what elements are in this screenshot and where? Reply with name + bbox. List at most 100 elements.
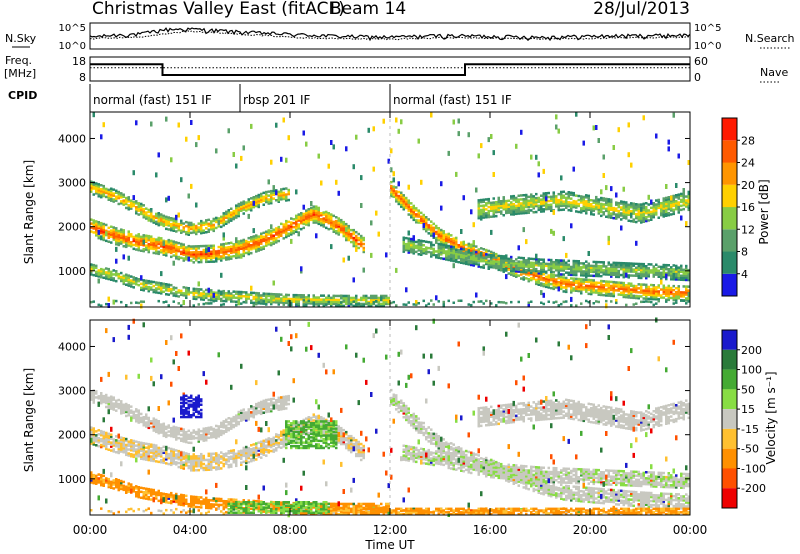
- heatmap-cell: [490, 256, 493, 259]
- heatmap-cell: [452, 237, 455, 240]
- heatmap-cell: [195, 142, 198, 148]
- heatmap-cell: [440, 247, 443, 250]
- heatmap-cell: [100, 188, 103, 191]
- heatmap-cell: [635, 216, 638, 220]
- heatmap-cell: [100, 429, 103, 433]
- heatmap-cell: [122, 441, 125, 444]
- heatmap-cell: [140, 457, 143, 460]
- heatmap-cell: [147, 495, 150, 499]
- heatmap-cell: [675, 183, 678, 188]
- heatmap-cell: [307, 218, 310, 221]
- heatmap-cell: [622, 214, 625, 218]
- heatmap-cell: [145, 452, 148, 455]
- heatmap-cell: [307, 296, 310, 299]
- heatmap-cell: [310, 201, 313, 206]
- heatmap-cell: [622, 268, 625, 271]
- heatmap-cell: [110, 401, 113, 404]
- heatmap-cell: [92, 187, 95, 190]
- heatmap-cell: [540, 264, 543, 267]
- heatmap-cell: [365, 296, 368, 300]
- heatmap-cell: [337, 298, 340, 302]
- heatmap-cell: [120, 228, 123, 231]
- heatmap-cell: [467, 132, 470, 138]
- heatmap-cell: [250, 248, 253, 251]
- heatmap-cell: [662, 275, 665, 279]
- heatmap-cell: [600, 198, 603, 202]
- heatmap-cell: [545, 275, 548, 279]
- heatmap-cell: [447, 150, 450, 156]
- heatmap-cell: [685, 293, 688, 296]
- heatmap-cell: [390, 148, 393, 154]
- heatmap-cell: [687, 192, 690, 196]
- heatmap-cell: [272, 236, 275, 239]
- heatmap-cell: [245, 251, 248, 255]
- heatmap-cell: [602, 207, 605, 210]
- heatmap-cell: [175, 251, 178, 254]
- heatmap-cell: [450, 259, 453, 262]
- heatmap-cell: [457, 251, 460, 254]
- heatmap-cell: [182, 222, 185, 225]
- heatmap-cell: [530, 261, 533, 264]
- heatmap-cell: [532, 197, 535, 200]
- heatmap-cell: [112, 236, 115, 239]
- heatmap-cell: [655, 290, 658, 293]
- heatmap-cell: [550, 205, 553, 208]
- heatmap-cell: [225, 296, 228, 299]
- heatmap-cell: [235, 212, 238, 215]
- heatmap-cell: [537, 277, 540, 280]
- heatmap-cell: [100, 392, 103, 395]
- heatmap-cell: [625, 268, 628, 271]
- heatmap-cell: [355, 238, 358, 242]
- heatmap-cell: [165, 217, 168, 221]
- heatmap-cell: [535, 272, 538, 276]
- heatmap-cell: [552, 193, 555, 196]
- heatmap-cell: [132, 202, 135, 206]
- heatmap-cell: [597, 289, 600, 292]
- heatmap-cell: [330, 300, 333, 303]
- heatmap-cell: [512, 269, 515, 273]
- heatmap-cell: [155, 454, 158, 457]
- heatmap-cell: [437, 242, 440, 246]
- heatmap-cell: [612, 294, 615, 298]
- heatmap-cell: [120, 448, 123, 451]
- heatmap-cell: [550, 195, 553, 199]
- heatmap-cell: [612, 271, 615, 274]
- heatmap-cell: [485, 208, 488, 211]
- heatmap-cell: [125, 443, 128, 447]
- heatmap-cell: [642, 210, 645, 214]
- heatmap-cell: [507, 263, 510, 266]
- heatmap-cell: [680, 204, 683, 208]
- heatmap-cell: [392, 189, 395, 192]
- heatmap-cell: [525, 263, 528, 266]
- heatmap-cell: [517, 198, 520, 201]
- heatmap-cell: [112, 444, 115, 447]
- heatmap-cell: [580, 199, 583, 202]
- heatmap-cell: [222, 222, 225, 225]
- heatmap-cell: [142, 420, 145, 423]
- heatmap-cell: [662, 267, 665, 271]
- heatmap-cell: [160, 221, 163, 224]
- heatmap-cell: [157, 493, 160, 497]
- heatmap-cell: [360, 296, 363, 300]
- heatmap-cell: [277, 229, 280, 233]
- heatmap-cell: [277, 295, 280, 298]
- heatmap-cell: [157, 291, 160, 295]
- heatmap-cell: [260, 248, 263, 251]
- heatmap-cell: [302, 304, 305, 307]
- heatmap-cell: [472, 244, 475, 247]
- heatmap-cell: [227, 253, 230, 257]
- heatmap-cell: [95, 274, 98, 277]
- heatmap-cell: [560, 275, 563, 279]
- heatmap-cell: [322, 294, 325, 297]
- heatmap-cell: [167, 224, 170, 227]
- heatmap-cell: [160, 241, 163, 244]
- heatmap-cell: [670, 213, 673, 216]
- heatmap-cell: [607, 292, 610, 295]
- heatmap-cell: [107, 271, 110, 275]
- heatmap-cell: [672, 112, 675, 118]
- heatmap-cell: [475, 249, 478, 252]
- heatmap-cell: [100, 304, 103, 307]
- heatmap-cell: [262, 294, 265, 297]
- heatmap-cell: [605, 267, 608, 270]
- heatmap-cell: [285, 223, 288, 227]
